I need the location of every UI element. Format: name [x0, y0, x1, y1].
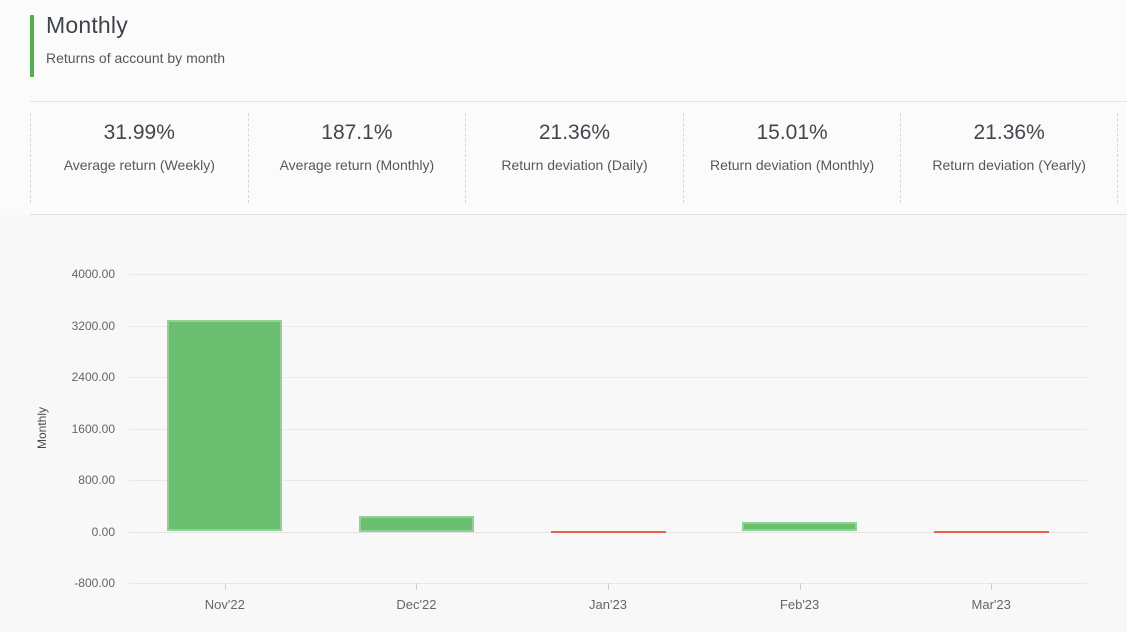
y-gridline [129, 480, 1087, 481]
panel-header: Monthly Returns of account by month [30, 12, 1097, 77]
x-tick [799, 583, 801, 590]
chart: Monthly 4000.00 3200.00 2400.00 1600.00 800.… [0, 215, 1127, 632]
stat-cell: 31.99% Average return (Weekly) [30, 113, 248, 203]
y-gridline [129, 428, 1087, 430]
stat-value: 21.36% [538, 121, 611, 144]
x-tick [224, 583, 226, 590]
stat-value: 31.99% [103, 121, 175, 144]
stat-value: 21.36% [973, 121, 1045, 144]
header-accent-bar [30, 15, 34, 77]
stat-label: Average return (Weekly) [63, 157, 215, 173]
x-tick [991, 583, 993, 590]
chart-bar-Jan'23[interactable] [550, 530, 666, 533]
x-axis-label: Dec'22 [396, 597, 437, 612]
page-title: Monthly [46, 12, 128, 38]
y-gridline [129, 325, 1087, 327]
stat-cell: 15.01% Return deviation (Monthly) [682, 113, 901, 203]
chart-bar-Mar'23[interactable] [933, 530, 1049, 534]
stat-value: 15.01% [756, 121, 828, 144]
y-tick-label: 3200.00 [71, 318, 115, 333]
x-tick [416, 583, 418, 590]
y-tick-label: 800.00 [78, 473, 115, 487]
x-axis-label: Jan'23 [589, 597, 627, 612]
stat-label: Return deviation (Daily) [501, 157, 648, 173]
y-gridline [129, 377, 1087, 378]
stats-row: 31.99% Average return (Weekly) 187.1% Avera… [30, 101, 1127, 215]
stat-cell: 21.36% Return deviation (Yearly) [900, 113, 1118, 203]
y-tick-label: 1600.00 [71, 421, 115, 436]
stat-cell: 21.36% Return deviation (Daily) [465, 113, 683, 203]
x-axis-label: Nov'22 [204, 597, 245, 612]
y-tick-label: 0.00 [91, 524, 115, 539]
y-gridline [129, 274, 1087, 275]
stat-label: Return deviation (Monthly) [709, 157, 875, 173]
x-axis-label: Feb'23 [779, 597, 820, 612]
chart-bar-Dec'22[interactable] [358, 516, 474, 532]
stat-label: Average return (Monthly) [279, 157, 435, 173]
stat-cell: 187.1% Average return (Monthly) [247, 113, 466, 203]
y-tick-label: 2400.00 [71, 370, 115, 384]
stat-value: 187.1% [321, 121, 393, 144]
x-axis-label: Mar'23 [971, 597, 1011, 612]
y-tick-label: -800.00 [74, 576, 115, 590]
page-subtitle: Returns of account by month [46, 50, 225, 66]
chart-bar-Feb'23[interactable] [742, 521, 858, 532]
x-tick [608, 583, 609, 590]
y-tick-label: 4000.00 [71, 267, 115, 281]
stat-label: Return deviation (Yearly) [932, 157, 1086, 173]
chart-bar-Nov'22[interactable] [167, 319, 283, 532]
